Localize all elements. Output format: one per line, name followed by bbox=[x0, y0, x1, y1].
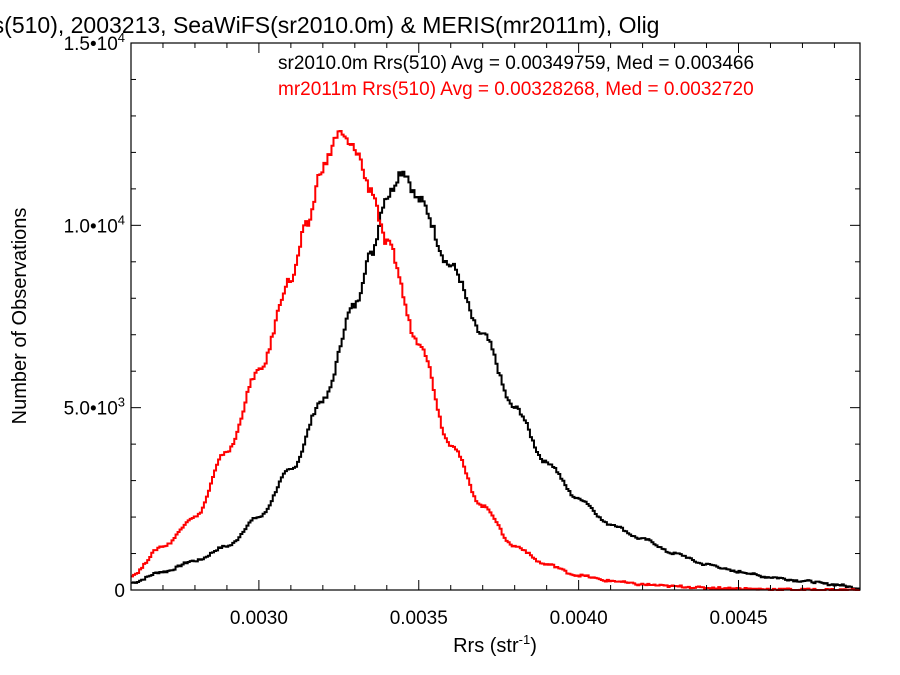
x-axis-ticks: 0.0030 0.0035 0.0040 0.0045 bbox=[130, 43, 835, 629]
x-axis-label: Rrs (str-1) bbox=[453, 632, 537, 657]
chart-title: rs(510), 2003213, SeaWiFS(sr2010.0m) & M… bbox=[0, 12, 659, 38]
y-tick-label: 5.0•103 bbox=[64, 395, 125, 420]
y-axis-ticks: 0 5.0•103 1.0•104 1.5•104 bbox=[64, 30, 860, 602]
y-axis-label: Number of Observations bbox=[9, 208, 31, 425]
x-tick-label: 0.0030 bbox=[230, 608, 288, 629]
x-tick-label: 0.0045 bbox=[709, 608, 767, 629]
y-tick-label: 1.0•104 bbox=[64, 212, 125, 237]
y-tick-label: 0 bbox=[114, 581, 125, 602]
plot-frame bbox=[130, 42, 861, 591]
series-line-sr2010.0m bbox=[131, 170, 860, 590]
series-stats-sr2010: sr2010.0m Rrs(510) Avg = 0.00349759, Med… bbox=[278, 53, 754, 74]
x-tick-label: 0.0035 bbox=[390, 608, 448, 629]
series-stats-mr2011: mr2011m Rrs(510) Avg = 0.00328268, Med =… bbox=[278, 79, 754, 100]
x-tick-label: 0.0040 bbox=[550, 608, 608, 629]
y-tick-label: 1.5•104 bbox=[64, 30, 125, 55]
plot-area bbox=[131, 129, 860, 591]
